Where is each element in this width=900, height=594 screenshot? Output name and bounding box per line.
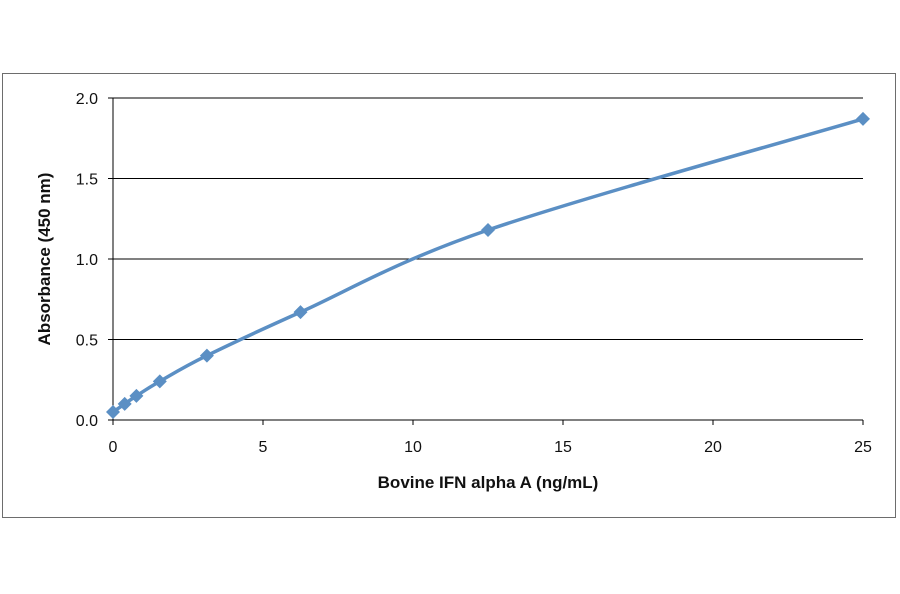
data-point-marker: [856, 111, 870, 126]
data-point-marker: [293, 305, 308, 320]
x-tick-labels: 0 5 10 15 20 25: [109, 439, 872, 456]
series-line: [111, 117, 865, 414]
data-point-marker: [481, 223, 495, 238]
data-point-marker: [129, 388, 144, 403]
y-tick-label: 1.5: [76, 172, 98, 189]
y-tick-label: 0.5: [76, 333, 98, 350]
gridlines: [113, 97, 863, 340]
x-tick-label: 5: [259, 439, 268, 456]
tick-marks: [108, 97, 864, 425]
x-tick-label: 20: [704, 439, 722, 456]
series: [106, 111, 870, 419]
y-tick-label: 1.0: [76, 252, 98, 269]
x-tick-label: 0: [109, 439, 118, 456]
chart-frame: [2, 73, 896, 518]
data-point-marker: [117, 396, 132, 411]
y-axis-title: Absorbance (450 nm): [35, 173, 54, 346]
x-tick-label: 10: [404, 439, 422, 456]
y-tick-label: 2.0: [76, 91, 98, 108]
y-tick-label: 0.0: [76, 413, 98, 430]
x-tick-label: 25: [854, 439, 872, 456]
data-point-marker: [106, 404, 120, 419]
y-tick-labels: 0.0 0.5 1.0 1.5 2.0: [76, 91, 98, 430]
data-point-marker: [152, 374, 167, 389]
data-point-marker: [199, 348, 214, 363]
x-axis-title: Bovine IFN alpha A (ng/mL): [378, 473, 599, 492]
x-tick-label: 15: [554, 439, 572, 456]
